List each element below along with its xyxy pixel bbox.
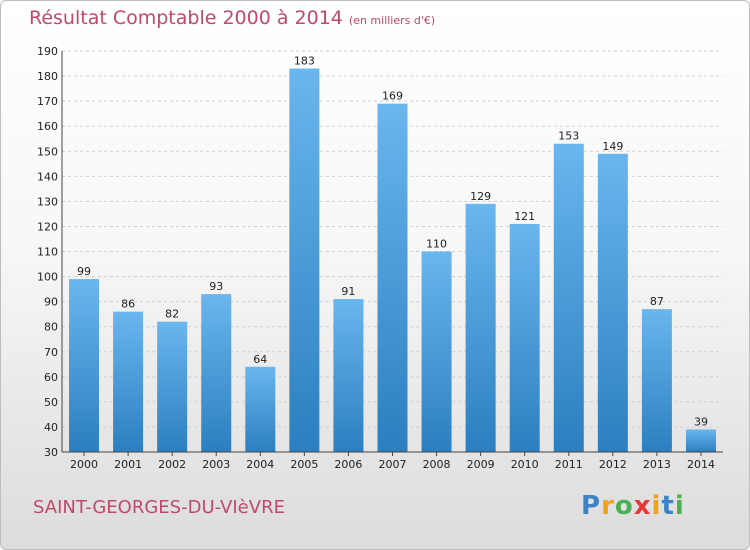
y-tick-label: 160 — [37, 120, 58, 133]
logo-letter: x — [633, 491, 652, 521]
y-tick-label: 80 — [44, 321, 58, 334]
x-tick-label: 2000 — [70, 458, 98, 471]
bar — [509, 223, 540, 452]
y-tick-label: 140 — [37, 170, 58, 183]
bar — [245, 366, 276, 452]
x-tick-label: 2005 — [290, 458, 318, 471]
x-tick-label: 2006 — [334, 458, 362, 471]
logo-letter: r — [601, 491, 615, 521]
bar — [641, 309, 672, 452]
y-tick-label: 110 — [37, 246, 58, 259]
x-tick-label: 2014 — [687, 458, 715, 471]
x-tick-label: 2007 — [379, 458, 407, 471]
y-tick-label: 50 — [44, 396, 58, 409]
x-tick-label: 2002 — [158, 458, 186, 471]
bar — [69, 279, 100, 452]
data-label: 93 — [209, 280, 223, 293]
bar — [553, 143, 584, 452]
bar — [201, 294, 232, 452]
bar — [289, 68, 320, 452]
logo-letter: i — [651, 491, 662, 521]
logo-letter: i — [674, 491, 685, 521]
data-label: 169 — [382, 90, 403, 103]
bar — [465, 203, 496, 452]
data-label: 82 — [165, 308, 179, 321]
data-label: 64 — [253, 353, 267, 366]
y-tick-label: 120 — [37, 220, 58, 233]
x-tick-label: 2008 — [423, 458, 451, 471]
bar — [157, 321, 188, 452]
y-tick-label: 170 — [37, 95, 58, 108]
y-tick-label: 180 — [37, 70, 58, 83]
y-tick-label: 100 — [37, 271, 58, 284]
x-tick-label: 2009 — [467, 458, 495, 471]
bar — [333, 299, 364, 452]
x-tick-label: 2004 — [246, 458, 274, 471]
data-label: 86 — [121, 298, 135, 311]
title-text: Résultat Comptable 2000 à 2014 — [29, 7, 343, 29]
data-label: 99 — [77, 265, 91, 278]
data-label: 91 — [341, 285, 355, 298]
data-label: 39 — [694, 415, 708, 428]
x-tick-label: 2012 — [599, 458, 627, 471]
bar — [377, 103, 408, 452]
y-tick-label: 70 — [44, 346, 58, 359]
y-tick-label: 90 — [44, 296, 58, 309]
x-tick-label: 2001 — [114, 458, 142, 471]
logo-letter: o — [614, 491, 634, 521]
unit-label: (en milliers d'€) — [348, 14, 436, 27]
logo-letter: t — [661, 491, 675, 521]
bar — [685, 429, 716, 452]
chart-title: Résultat Comptable 2000 à 2014 (en millie… — [29, 7, 435, 29]
data-label: 129 — [470, 190, 491, 203]
bar — [113, 311, 144, 452]
y-tick-label: 190 — [37, 45, 58, 58]
x-tick-label: 2003 — [202, 458, 230, 471]
y-tick-label: 30 — [44, 446, 58, 459]
x-tick-label: 2010 — [511, 458, 539, 471]
x-tick-label: 2011 — [555, 458, 583, 471]
y-tick-label: 40 — [44, 421, 58, 434]
bar — [597, 153, 628, 452]
y-tick-label: 150 — [37, 145, 58, 158]
data-label: 183 — [294, 55, 315, 68]
city-name: SAINT-GEORGES-DU-VIèVRE — [33, 497, 285, 518]
logo-letter: P — [581, 491, 602, 521]
y-tick-label: 130 — [37, 195, 58, 208]
y-tick-label: 60 — [44, 371, 58, 384]
data-label: 87 — [650, 295, 664, 308]
data-label: 110 — [426, 238, 447, 251]
proxiti-logo: Proxiti — [581, 491, 685, 521]
data-label: 153 — [558, 130, 579, 143]
data-label: 149 — [602, 140, 623, 153]
x-tick-label: 2013 — [643, 458, 671, 471]
data-label: 121 — [514, 210, 535, 223]
bar — [421, 251, 452, 452]
